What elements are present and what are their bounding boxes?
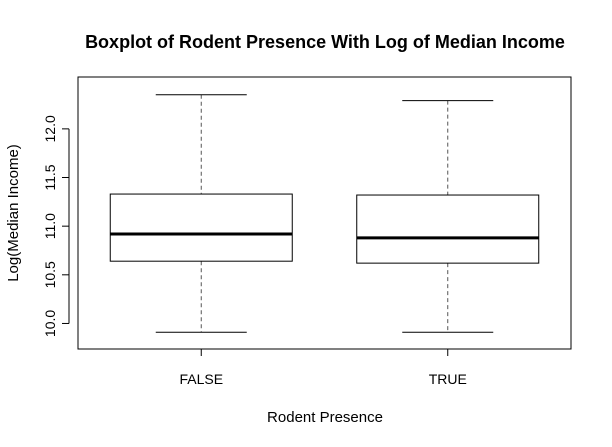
chart-title: Boxplot of Rodent Presence With Log of M… <box>85 32 565 52</box>
x-tick-label: TRUE <box>429 371 467 387</box>
y-tick-label: 11.0 <box>42 213 58 239</box>
x-axis: FALSE TRUE <box>179 348 467 387</box>
y-tick-label: 10.0 <box>42 310 58 337</box>
y-tick-label: 11.5 <box>42 164 58 190</box>
boxes-group <box>109 94 540 333</box>
y-axis-label: Log(Median Income) <box>5 144 22 282</box>
y-tick-label: 10.5 <box>42 261 58 288</box>
x-axis-label: Rodent Presence <box>267 409 383 426</box>
iqr-box <box>356 194 540 264</box>
box-true <box>356 100 540 333</box>
y-axis: 10.0 10.5 11.0 11.5 12.0 <box>42 115 70 337</box>
x-tick-label: FALSE <box>179 371 223 387</box>
iqr-box <box>109 193 293 262</box>
y-tick-label: 12.0 <box>42 115 58 142</box>
box-false <box>109 94 293 333</box>
